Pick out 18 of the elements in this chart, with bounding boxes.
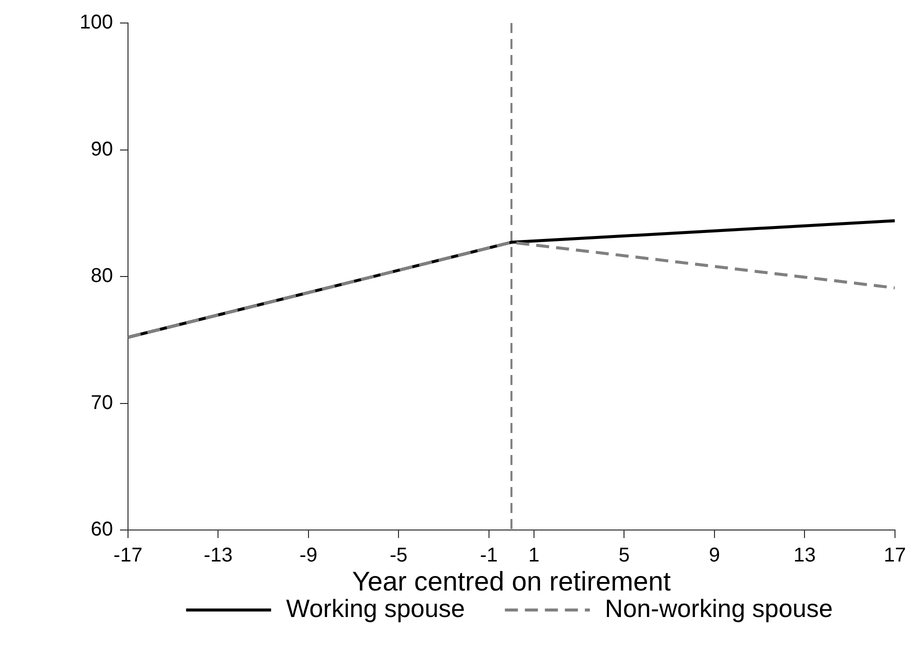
legend-label: Working spouse [286, 594, 465, 623]
x-tick-label: 1 [528, 544, 540, 567]
y-tick-label: 70 [90, 392, 113, 414]
x-tick-label: -9 [300, 544, 318, 567]
x-tick-label: 17 [884, 544, 906, 567]
y-tick-label: 90 [90, 138, 113, 160]
y-tick-label: 60 [90, 518, 113, 541]
x-tick-label: -1 [480, 544, 498, 567]
y-tick-label: 80 [90, 265, 113, 288]
x-tick-label: -5 [390, 544, 408, 567]
x-axis-title: Year centred on retirement [352, 566, 672, 596]
legend-label: Non-working spouse [604, 594, 833, 623]
x-tick-label: -17 [114, 544, 142, 567]
x-tick-label: 9 [708, 544, 720, 567]
x-tick-label: -13 [204, 544, 233, 567]
x-tick-label: 5 [618, 544, 630, 567]
y-tick-label: 100 [80, 12, 113, 34]
x-tick-label: 13 [794, 544, 816, 567]
